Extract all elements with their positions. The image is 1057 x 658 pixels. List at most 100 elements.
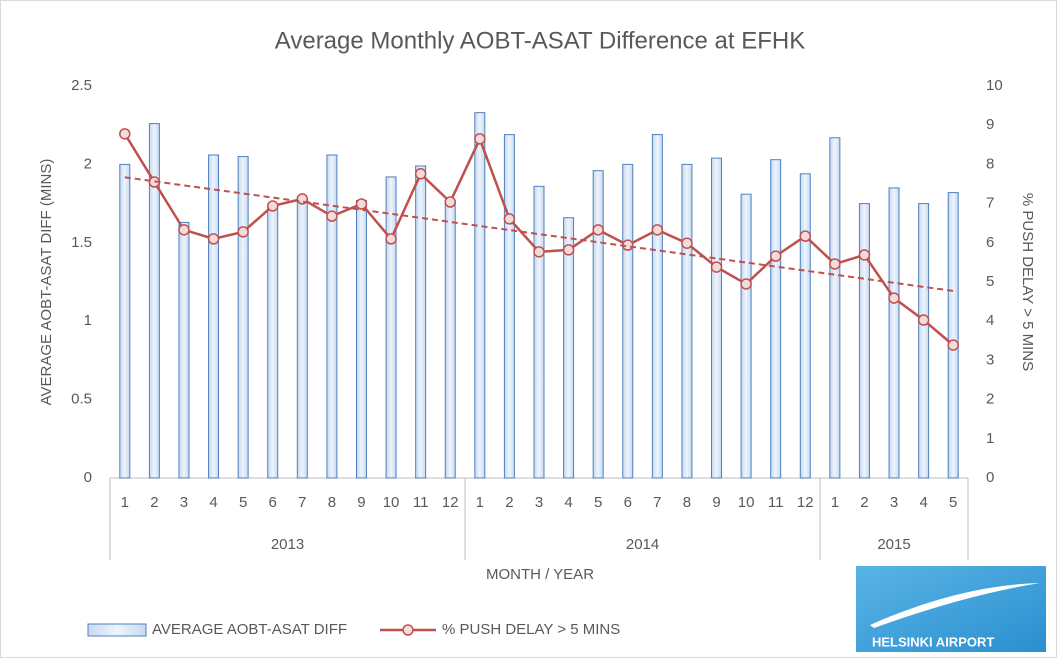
x-tick-label: 12: [442, 494, 459, 511]
y-axis-title: AVERAGE AOBT-ASAT DIFF (MINS): [38, 159, 55, 406]
bar: [326, 154, 338, 479]
bar: [415, 165, 427, 479]
y2-tick-label: 6: [986, 234, 994, 251]
marker: [414, 168, 427, 180]
legend-swatch: [87, 623, 147, 637]
bar: [444, 199, 456, 479]
x-group-label: 2014: [626, 536, 659, 553]
bar: [208, 154, 220, 479]
marker: [444, 196, 456, 208]
x-tick-label: 6: [624, 494, 632, 511]
x-tick-label: 4: [919, 494, 927, 511]
x-tick-label: 2: [150, 494, 158, 511]
x-tick-label: 12: [797, 494, 814, 511]
bar: [770, 159, 782, 479]
y2-tick-label: 2: [986, 391, 994, 408]
y2-tick-label: 3: [986, 351, 994, 368]
logo: HELSINKI AIRPORT: [856, 566, 1046, 652]
bar: [651, 134, 663, 479]
y2-tick-label: 0: [986, 469, 994, 486]
y-tick-label: 1.5: [71, 234, 92, 251]
bar: [799, 173, 811, 479]
legend-label: AVERAGE AOBT-ASAT DIFF: [152, 621, 347, 638]
y-tick-label: 0: [84, 469, 92, 486]
x-group-label: 2015: [877, 536, 910, 553]
marker: [799, 230, 812, 242]
marker: [888, 292, 900, 304]
y2-tick-label: 7: [986, 195, 994, 212]
y2-tick-label: 4: [986, 312, 994, 329]
marker: [237, 226, 249, 238]
bar: [148, 123, 160, 479]
marker: [917, 314, 930, 326]
x-tick-label: 5: [239, 494, 247, 511]
bar: [355, 199, 367, 479]
bar: [947, 192, 959, 479]
y-tick-label: 2: [84, 155, 92, 172]
bar: [119, 163, 131, 479]
x-tick-label: 3: [535, 494, 543, 511]
bar: [829, 137, 841, 479]
x-tick-label: 1: [476, 494, 484, 511]
chart-title: Average Monthly AOBT-ASAT Difference at …: [275, 27, 805, 54]
y2-axis-title: % PUSH DELAY > 5 MINS: [1019, 193, 1036, 371]
bar: [474, 112, 486, 479]
marker: [769, 250, 782, 262]
marker: [710, 261, 723, 273]
marker: [533, 246, 545, 258]
marker: [651, 224, 664, 236]
x-tick-label: 4: [564, 494, 572, 511]
bar: [622, 163, 634, 479]
y2-tick-label: 9: [986, 116, 994, 133]
logo-text: HELSINKI AIRPORT: [872, 634, 994, 649]
marker: [355, 198, 368, 210]
marker: [858, 249, 871, 261]
y2-tick-label: 8: [986, 155, 994, 172]
y-tick-label: 0.5: [71, 391, 92, 408]
bar: [740, 193, 752, 479]
bar: [385, 176, 397, 479]
marker: [207, 233, 220, 245]
y2-tick-label: 1: [986, 430, 994, 447]
bar: [888, 187, 900, 479]
bar: [858, 203, 870, 479]
marker: [592, 224, 604, 236]
bar: [533, 185, 545, 479]
x-tick-label: 9: [357, 494, 365, 511]
bar: [563, 217, 575, 479]
x-tick-label: 2: [505, 494, 513, 511]
bar: [237, 156, 249, 479]
x-tick-label: 5: [594, 494, 602, 511]
marker: [119, 128, 131, 140]
bar: [592, 170, 604, 479]
x-tick-label: 3: [180, 494, 188, 511]
x-tick-label: 11: [413, 494, 429, 511]
bar: [681, 163, 693, 479]
logo-box: [856, 566, 1046, 652]
y2-tick-label: 10: [986, 77, 1003, 94]
marker: [385, 233, 397, 245]
marker: [326, 210, 338, 222]
marker: [474, 133, 486, 145]
bar: [178, 221, 190, 479]
marker: [681, 237, 693, 249]
marker: [947, 339, 959, 351]
x-tick-label: 10: [383, 494, 400, 511]
y2-tick-label: 5: [986, 273, 994, 290]
x-tick-label: 5: [949, 494, 957, 511]
marker: [266, 200, 279, 212]
x-tick-label: 1: [831, 494, 839, 511]
x-tick-label: 7: [653, 494, 661, 511]
bar: [296, 199, 308, 479]
x-tick-label: 10: [738, 494, 755, 511]
bar: [918, 203, 930, 479]
x-tick-label: 3: [890, 494, 898, 511]
x-tick-label: 8: [328, 494, 336, 511]
y-tick-label: 2.5: [71, 77, 92, 94]
legend-swatch: [402, 624, 414, 636]
x-tick-label: 1: [121, 494, 129, 511]
bar: [503, 134, 515, 479]
